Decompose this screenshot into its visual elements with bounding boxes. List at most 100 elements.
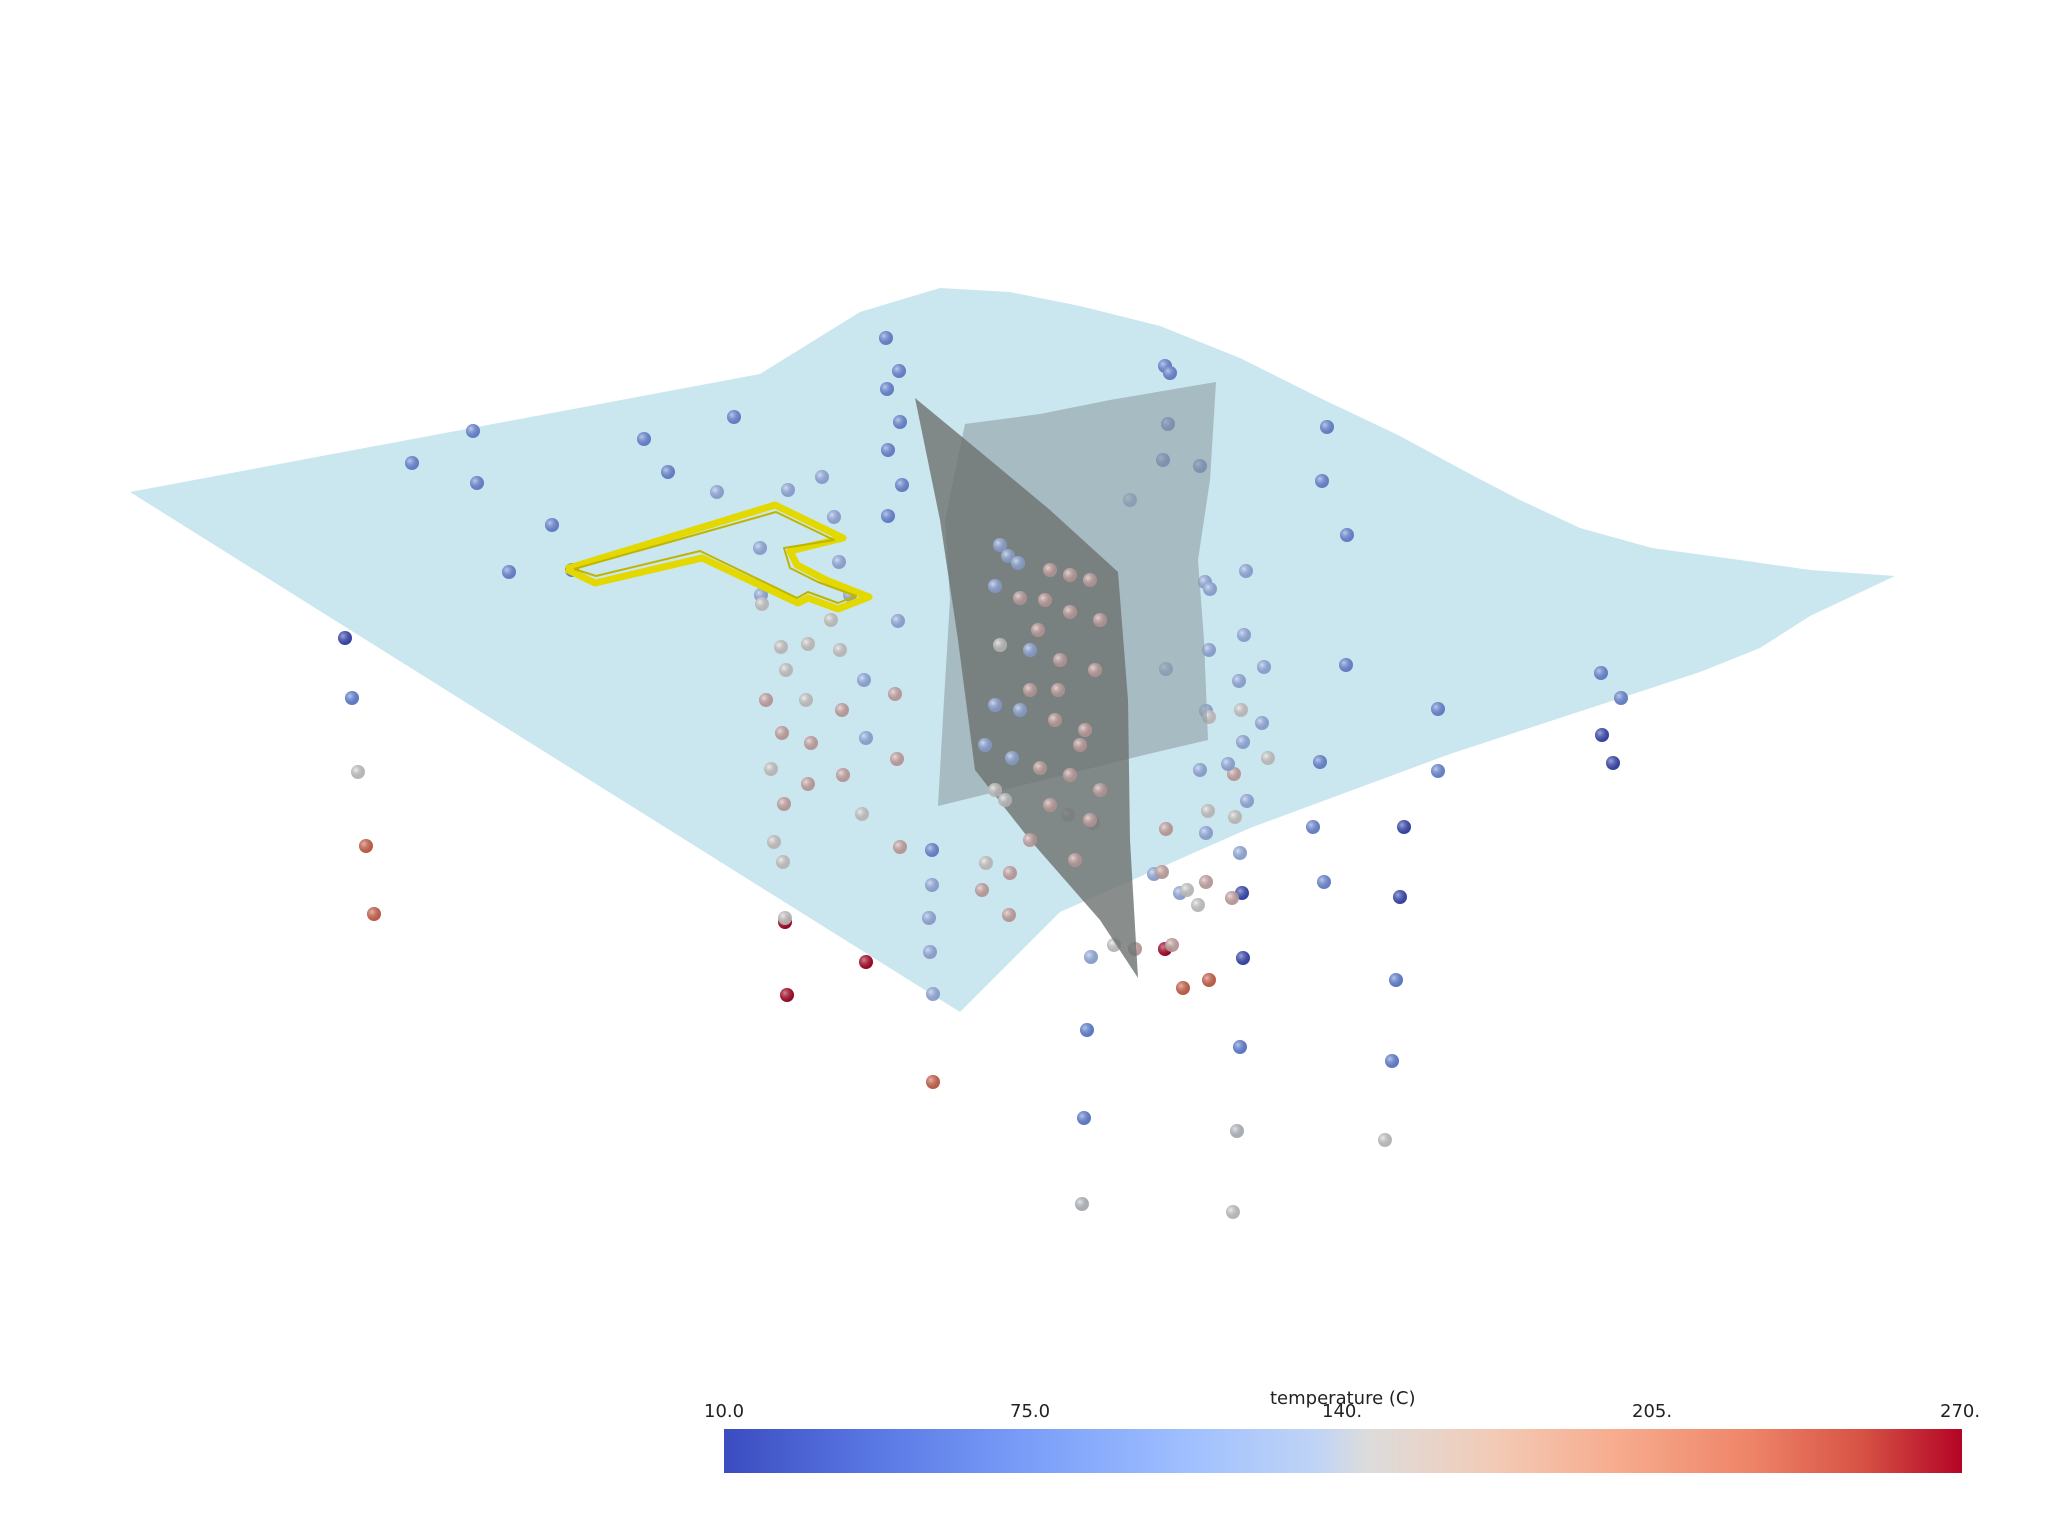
temperature-point-shading [993, 538, 1007, 552]
temperature-point-shading [815, 470, 829, 484]
temperature-point-shading [1202, 643, 1216, 657]
temperature-point-shading [661, 465, 675, 479]
colorbar-tick-max: 270. [1940, 1401, 1981, 1422]
temperature-point-shading [925, 843, 939, 857]
temperature-point-shading [988, 783, 1002, 797]
temperature-point-shading [1385, 1054, 1399, 1068]
temperature-point-shading [836, 768, 850, 782]
temperature-point-shading [1431, 764, 1445, 778]
temperature-point-shading [926, 1075, 940, 1089]
temperature-point-shading [776, 855, 790, 869]
temperature-point-shading [833, 643, 847, 657]
temperature-point-shading [857, 673, 871, 687]
temperature-point-shading [1093, 783, 1107, 797]
temperature-point-shading [1255, 716, 1269, 730]
temperature-points-below-surface [338, 631, 1620, 1219]
temperature-point-shading [895, 478, 909, 492]
temperature-point-shading [979, 856, 993, 870]
temperature-point-shading [1063, 768, 1077, 782]
temperature-point-shading [892, 364, 906, 378]
temperature-points-on-fault [978, 538, 1107, 867]
temperature-point-shading [1393, 890, 1407, 904]
temperature-point-shading [1077, 1111, 1091, 1125]
temperature-point-shading [1073, 738, 1087, 752]
temperature-point-shading [855, 807, 869, 821]
property-boundary-outline [564, 501, 873, 613]
temperature-point-shading [1093, 613, 1107, 627]
temperature-point-shading [827, 510, 841, 524]
temperature-point-shading [835, 703, 849, 717]
temperature-point-shading [1051, 683, 1065, 697]
temperature-point-shading [1199, 826, 1213, 840]
temperature-point-shading [1397, 820, 1411, 834]
temperature-point-shading [1221, 757, 1235, 771]
temperature-point-shading [879, 331, 893, 345]
temperature-point-shading [1614, 691, 1628, 705]
temperature-point-shading [1011, 556, 1025, 570]
temperature-point-shading [1239, 564, 1253, 578]
temperature-point-shading [755, 597, 769, 611]
colorbar-tick-min: 10.0 [704, 1401, 745, 1422]
temperature-point-shading [801, 777, 815, 791]
temperature-point-shading [1159, 822, 1173, 836]
temperature-point-shading [975, 883, 989, 897]
temperature-point-shading [1199, 875, 1213, 889]
colorbar-gradient [724, 1429, 1962, 1473]
temperature-point-shading [1233, 1040, 1247, 1054]
temperature-point-shading [1594, 666, 1608, 680]
temperature-point-shading [1043, 798, 1057, 812]
temperature-point-shading [1203, 582, 1217, 596]
temperature-point-shading [1063, 568, 1077, 582]
temperature-point-shading [1317, 875, 1331, 889]
colorbar-title: temperature (C) [1270, 1388, 1416, 1409]
temperature-point-shading [1075, 1197, 1089, 1211]
temperature-point-shading [767, 835, 781, 849]
temperature-point-shading [1080, 1023, 1094, 1037]
temperature-point-shading [1389, 973, 1403, 987]
temperature-point-shading [775, 726, 789, 740]
temperature-point-shading [881, 443, 895, 457]
temperature-point-shading [1155, 865, 1169, 879]
property-boundary-outline-inner [573, 511, 857, 604]
temperature-point-shading [1023, 833, 1037, 847]
temperature-point-shading [1180, 883, 1194, 897]
temperature-point-shading [1226, 1205, 1240, 1219]
temperature-point-shading [1232, 674, 1246, 688]
temperature-point-shading [1063, 605, 1077, 619]
temperature-point-shading [1001, 549, 1015, 563]
temperature-point-shading [1023, 643, 1037, 657]
temperature-point-shading [993, 638, 1007, 652]
temperature-point-shading [1236, 951, 1250, 965]
temperature-point-shading [781, 483, 795, 497]
temperature-point-shading [778, 911, 792, 925]
colorbar-tick-3: 140. [1322, 1401, 1363, 1422]
temperature-point-shading [637, 432, 651, 446]
temperature-point-shading [759, 693, 773, 707]
temperature-point-shading [893, 840, 907, 854]
temperature-point-shading [1088, 663, 1102, 677]
temperature-point-shading [1234, 703, 1248, 717]
temperature-point-shading [824, 613, 838, 627]
temperature-point-shading [978, 738, 992, 752]
temperature-point-shading [1257, 660, 1271, 674]
temperature-point-shading [804, 736, 818, 750]
temperature-point-shading [1176, 981, 1190, 995]
temperature-point-shading [545, 518, 559, 532]
temperature-point-shading [891, 614, 905, 628]
temperature-point-shading [1003, 866, 1017, 880]
temperature-point-shading [753, 541, 767, 555]
temperature-point-shading [1315, 474, 1329, 488]
temperature-point-shading [1083, 813, 1097, 827]
temperature-point-shading [1043, 563, 1057, 577]
temperature-point-shading [1193, 763, 1207, 777]
temperature-point-shading [367, 907, 381, 921]
temperature-point-shading [1233, 846, 1247, 860]
temperature-point-shading [1023, 683, 1037, 697]
temperature-point-shading [1237, 628, 1251, 642]
temperature-point-shading [1165, 938, 1179, 952]
temperature-point-shading [1078, 723, 1092, 737]
temperature-point-shading [923, 945, 937, 959]
temperature-point-shading [777, 797, 791, 811]
